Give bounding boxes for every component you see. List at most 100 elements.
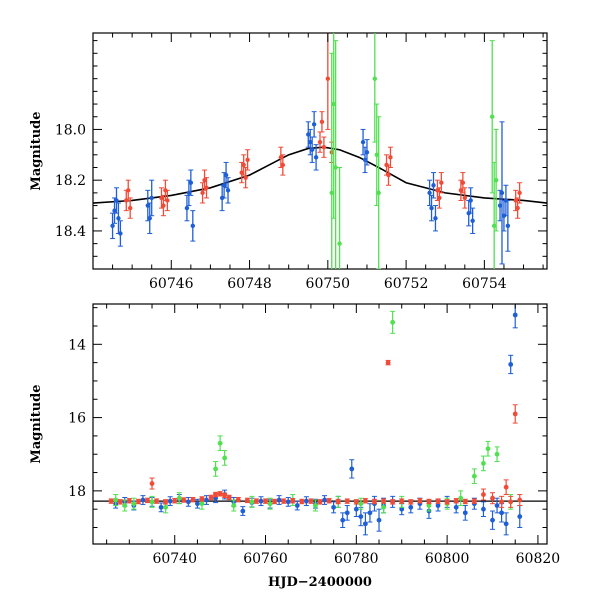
- bottom-data-point: [499, 499, 504, 505]
- top-y-tick-label: 18.0: [55, 122, 86, 138]
- bottom-data-point: [363, 498, 368, 504]
- top-data-point: [376, 190, 381, 196]
- bottom-data-point: [471, 473, 477, 479]
- top-data-point: [110, 223, 115, 229]
- bottom-data-point: [331, 504, 337, 510]
- bottom-data-point: [344, 510, 350, 516]
- top-data-point: [517, 190, 522, 196]
- top-data-point: [159, 195, 164, 201]
- bottom-data-point: [372, 499, 377, 504]
- top-y-axis-title: Magnitude: [29, 111, 44, 190]
- bottom-data-point: [303, 498, 309, 504]
- bottom-x-tick-label: 60740: [152, 551, 197, 567]
- bottom-data-point: [481, 506, 486, 512]
- bottom-data-point: [231, 503, 237, 508]
- top-data-point: [462, 195, 468, 201]
- bottom-data-point: [508, 362, 514, 367]
- bottom-data-point: [158, 504, 164, 510]
- bottom-data-point: [122, 503, 128, 508]
- top-data-point: [458, 188, 464, 193]
- bottom-data-point: [435, 503, 441, 508]
- bottom-data-point: [195, 501, 200, 507]
- top-data-point: [165, 198, 170, 203]
- top-data-point: [278, 155, 284, 160]
- top-data-point: [221, 183, 227, 188]
- top-series-red: [123, 33, 523, 219]
- top-data-point: [493, 177, 499, 183]
- top-axis-ticks: 60746 60748 60750 60752 60754 18.0 18.2 18.4: [55, 33, 547, 292]
- top-data-point: [431, 183, 436, 188]
- bottom-data-point: [435, 498, 441, 504]
- top-data-point: [225, 188, 231, 193]
- top-series-green: [329, 33, 499, 269]
- bottom-data-point: [444, 499, 450, 505]
- bottom-data-point: [181, 497, 187, 503]
- top-data-point: [321, 144, 327, 150]
- bottom-data-point: [154, 498, 159, 504]
- top-data-point: [200, 190, 205, 196]
- bottom-y-tick-label: 14: [68, 337, 86, 353]
- bottom-data-point: [517, 514, 523, 519]
- top-data-point: [145, 203, 150, 208]
- top-data-point: [118, 231, 123, 236]
- bottom-axis-ticks: 60740 60760 60780 60800 60820 14 16 18: [68, 304, 560, 567]
- top-data-point: [127, 205, 133, 211]
- bottom-data-point: [326, 498, 332, 504]
- bottom-data-point: [471, 498, 477, 504]
- bottom-data-point: [240, 508, 246, 514]
- bottom-data-point: [172, 498, 178, 504]
- top-data-point: [114, 198, 119, 203]
- top-data-point: [333, 165, 338, 170]
- top-data-point: [429, 205, 434, 211]
- bottom-data-point: [517, 497, 523, 503]
- top-x-tick-label: 60754: [462, 276, 507, 292]
- top-data-point: [374, 152, 379, 158]
- bottom-data-point: [213, 466, 218, 472]
- bottom-data-point: [208, 495, 214, 500]
- bottom-data-point: [353, 499, 359, 505]
- bottom-data-point: [235, 497, 241, 503]
- bottom-data-point: [417, 498, 423, 504]
- bottom-data-point: [126, 498, 132, 504]
- bottom-data-point: [149, 481, 155, 486]
- top-data-point: [149, 195, 154, 201]
- top-data-point: [325, 76, 331, 81]
- bottom-data-point: [249, 499, 255, 505]
- top-data-point: [491, 223, 497, 229]
- bottom-data-point: [390, 319, 396, 325]
- top-data-point: [435, 188, 440, 193]
- x-axis-title: HJD−2400000: [268, 575, 372, 590]
- top-data-point: [223, 172, 229, 178]
- top-data-point: [337, 241, 342, 246]
- top-data-point: [204, 185, 209, 190]
- top-x-tick-label: 60752: [384, 276, 429, 292]
- bottom-data-point: [399, 506, 405, 512]
- bottom-x-tick-label: 60780: [334, 551, 379, 567]
- bottom-data-point: [140, 497, 146, 503]
- top-data-point: [202, 177, 207, 183]
- top-data-point: [362, 157, 368, 163]
- top-data-point: [499, 190, 505, 196]
- bottom-data-point: [353, 506, 359, 512]
- bottom-data-point: [499, 510, 504, 516]
- bottom-data-point: [512, 411, 518, 417]
- top-data-point: [497, 203, 503, 208]
- bottom-panel: 60740 60760 60780 60800 60820 14 16 18 Magnitud…: [29, 303, 560, 590]
- bottom-data-point: [317, 499, 323, 505]
- bottom-data-point: [453, 504, 459, 510]
- top-data-point: [112, 208, 117, 213]
- top-data-point: [243, 175, 248, 180]
- bottom-data-point: [117, 499, 123, 505]
- top-x-tick-label: 60748: [227, 276, 272, 292]
- bottom-data-point: [131, 501, 137, 507]
- bottom-data-point: [263, 498, 268, 504]
- bottom-data-point: [512, 312, 518, 318]
- bottom-x-tick-label: 60760: [243, 551, 288, 567]
- bottom-data-point: [254, 498, 259, 504]
- bottom-data-point: [222, 492, 228, 498]
- top-data-point: [439, 180, 444, 185]
- top-data-point: [329, 190, 334, 196]
- top-x-tick-label: 60750: [306, 276, 351, 292]
- bottom-data-point: [176, 495, 182, 501]
